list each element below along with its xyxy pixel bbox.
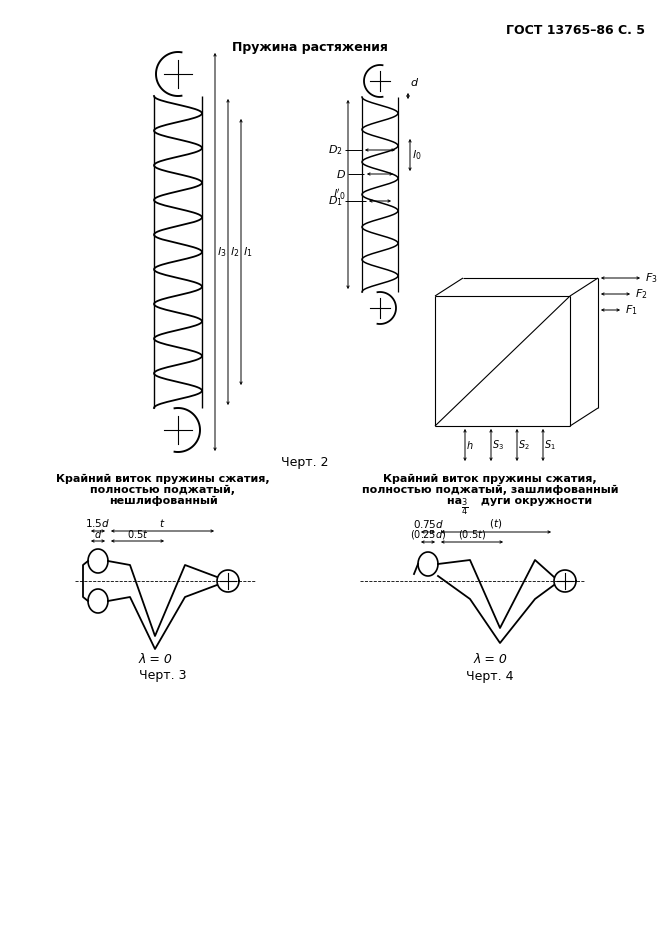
Text: $h$: $h$	[466, 439, 473, 451]
Text: полностью поджатый, зашлифованный: полностью поджатый, зашлифованный	[362, 485, 618, 495]
Text: $F_2$: $F_2$	[635, 287, 648, 300]
Text: $D$: $D$	[336, 168, 346, 180]
Text: ГОСТ 13765–86 С. 5: ГОСТ 13765–86 С. 5	[506, 24, 645, 37]
Text: $l'_0$: $l'_0$	[333, 187, 346, 202]
Text: $t$: $t$	[159, 517, 166, 529]
Text: $l_1$: $l_1$	[243, 245, 253, 259]
Text: $F_3$: $F_3$	[645, 271, 658, 285]
Text: Черт. 3: Черт. 3	[139, 669, 187, 682]
Text: $1.5d$: $1.5d$	[85, 517, 110, 529]
Text: нешлифованный: нешлифованный	[108, 496, 217, 506]
Text: $0.5t$: $0.5t$	[127, 528, 148, 540]
Text: Черт. 2: Черт. 2	[281, 456, 329, 469]
Text: Крайний виток пружины сжатия,: Крайний виток пружины сжатия,	[56, 474, 270, 484]
Text: $l_0$: $l_0$	[412, 148, 422, 162]
Text: $F_1$: $F_1$	[625, 303, 638, 317]
Text: $S_3$: $S_3$	[492, 438, 504, 452]
Text: полностью поджатый,: полностью поджатый,	[91, 485, 235, 495]
Text: $d$: $d$	[410, 76, 419, 88]
Text: $(0.25d)$: $(0.25d)$	[410, 528, 446, 541]
Text: Крайний виток пружины сжатия,: Крайний виток пружины сжатия,	[383, 474, 597, 484]
Text: $S_1$: $S_1$	[544, 438, 556, 452]
Text: $S_2$: $S_2$	[518, 438, 529, 452]
Text: $l_3$: $l_3$	[217, 245, 226, 259]
Text: $(0.5t)$: $(0.5t)$	[458, 528, 486, 541]
Text: Черт. 4: Черт. 4	[466, 670, 514, 683]
Text: $D_1$: $D_1$	[329, 194, 343, 208]
Text: $(t)$: $(t)$	[489, 517, 502, 530]
Text: $0.75d$: $0.75d$	[412, 518, 444, 530]
Text: λ = 0: λ = 0	[473, 653, 507, 666]
Text: $\frac{3}{4}$: $\frac{3}{4}$	[461, 496, 468, 518]
Text: λ = 0: λ = 0	[138, 653, 172, 666]
Text: дуги окружности: дуги окружности	[477, 496, 592, 506]
Text: $D_2$: $D_2$	[329, 143, 343, 157]
Text: $d$: $d$	[94, 528, 102, 540]
Text: на: на	[447, 496, 466, 506]
Text: Пружина растяжения: Пружина растяжения	[232, 41, 388, 54]
Text: $l_2$: $l_2$	[230, 245, 239, 259]
